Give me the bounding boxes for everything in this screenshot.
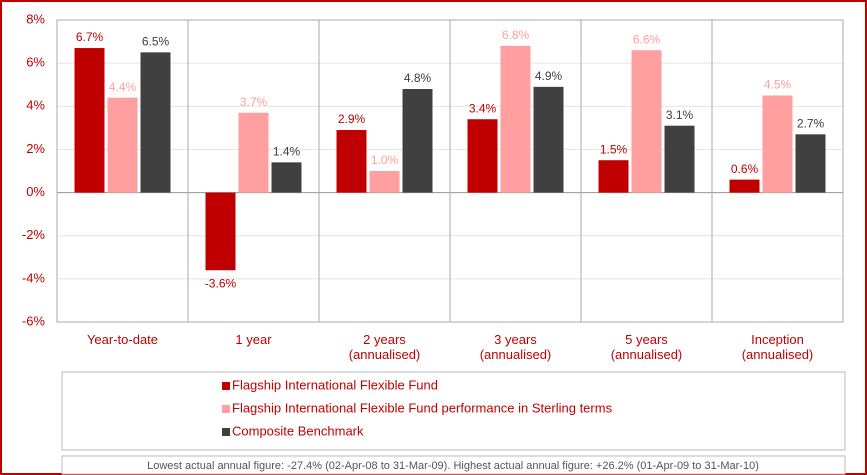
y-tick-label: 0% [26,184,45,199]
legend-label: Composite Benchmark [232,423,364,438]
x-tick-label: Year-to-date [86,332,159,347]
bar [107,97,138,193]
value-label: 3.4% [469,101,497,115]
value-label: 1.5% [600,142,628,156]
value-label: 6.5% [142,35,170,49]
bar [598,160,629,193]
bar [271,162,302,193]
y-tick-label: -6% [22,313,46,328]
value-label: 3.1% [666,108,694,122]
x-tick-label: Inception (annualised) [741,332,814,362]
x-tick-label: 1 year [235,332,272,347]
value-label: 6.8% [502,28,530,42]
value-label: 0.6% [731,162,759,176]
value-label: 4.8% [404,71,432,85]
bar [140,52,171,193]
x-tick-label: 5 years (annualised) [610,332,683,362]
bar [369,171,400,193]
bar [533,86,564,193]
value-label: 6.7% [76,30,104,44]
legend-label: Flagship International Flexible Fund [232,377,438,392]
value-label: 4.5% [764,78,792,92]
y-tick-label: -2% [22,227,46,242]
bar [74,48,105,193]
value-label: 1.0% [371,153,399,167]
legend-swatch [222,428,230,436]
bar [795,134,826,193]
footnote: Lowest actual annual figure: -27.4% (02-… [147,460,759,472]
x-tick-label: 2 years (annualised) [348,332,421,362]
bar [402,89,433,193]
bar [664,125,695,193]
y-tick-label: 4% [26,98,45,113]
x-tick-label: 3 years (annualised) [479,332,552,362]
value-label: 1.4% [273,145,301,159]
legend-label: Flagship International Flexible Fund per… [232,400,613,415]
value-label: 6.6% [633,32,661,46]
value-label: -3.6% [205,276,237,290]
bar [500,45,531,193]
legend-swatch [222,382,230,390]
bar [631,50,662,193]
bar [762,95,793,193]
bar [205,192,236,271]
bar [238,112,269,193]
y-tick-label: 2% [26,141,45,156]
value-label: 4.4% [109,80,137,94]
value-label: 2.7% [797,117,825,131]
value-label: 2.9% [338,112,366,126]
value-label: 3.7% [240,95,268,109]
legend-swatch [222,405,230,413]
y-tick-label: 8% [26,11,45,26]
bar [467,119,498,193]
bar [729,179,760,193]
footnote-box [61,455,846,475]
y-tick-label: -4% [22,270,46,285]
legend-box [61,371,846,451]
y-tick-label: 6% [26,55,45,70]
bar [336,130,367,193]
value-label: 4.9% [535,69,563,83]
